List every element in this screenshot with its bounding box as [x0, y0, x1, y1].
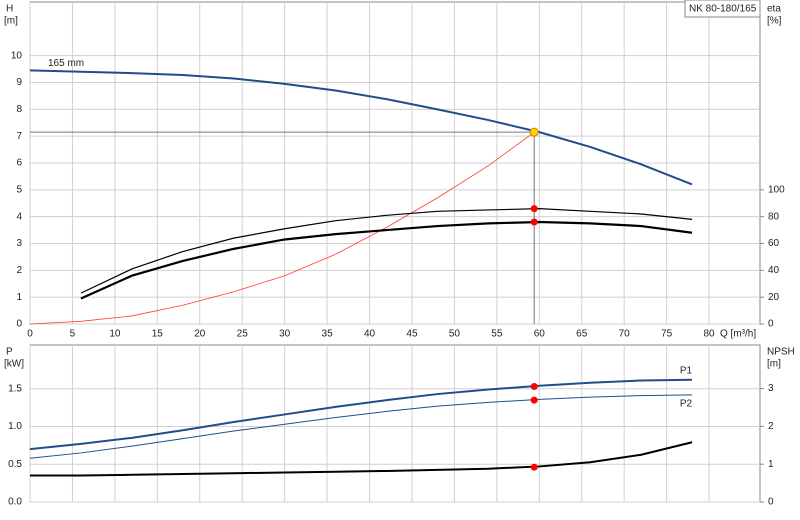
x-axis-label: Q [m³/h]: [720, 329, 756, 340]
y2-tick-label: 20: [768, 292, 780, 303]
y-tick-label: 10: [11, 50, 23, 61]
title-box: [684, 0, 761, 18]
y-tick-label: 8: [16, 104, 22, 115]
curve-label: P2: [680, 398, 693, 409]
operating-point: [530, 396, 538, 404]
curve: [80, 220, 693, 300]
y2-tick-label: 3: [768, 383, 774, 394]
y2-tick-label: 60: [768, 238, 780, 249]
y-tick-label: 7: [16, 131, 22, 142]
x-tick-label: 75: [661, 329, 673, 340]
y-axis-label: P: [6, 347, 13, 358]
y-tick-label: 3: [16, 238, 22, 249]
x-tick-label: 30: [279, 329, 291, 340]
operating-point: [529, 127, 539, 137]
annotation: 165 mm: [48, 58, 84, 69]
curve-label: P1: [680, 365, 693, 376]
y-tick-label: 1: [16, 292, 22, 303]
y-tick-label: 2: [16, 265, 22, 276]
y-axis-unit: [m]: [4, 16, 18, 27]
x-tick-label: 55: [491, 329, 503, 340]
x-tick-label: 60: [534, 329, 546, 340]
x-tick-label: 25: [237, 329, 249, 340]
y-tick-label: 4: [16, 211, 22, 222]
x-tick-label: 20: [194, 329, 206, 340]
y-tick-label: 1.0: [8, 421, 22, 432]
operating-point: [530, 205, 538, 213]
x-tick-label: 65: [576, 329, 588, 340]
curve: [29, 131, 535, 325]
x-tick-label: 70: [619, 329, 631, 340]
y2-axis-unit: [%]: [767, 16, 782, 27]
y2-tick-label: 40: [768, 265, 780, 276]
curve: [80, 208, 693, 294]
operating-point: [530, 218, 538, 226]
operating-point: [530, 463, 538, 471]
y-tick-label: 0.0: [8, 497, 22, 508]
x-tick-label: 35: [322, 329, 334, 340]
y2-axis-label: eta: [767, 4, 781, 15]
x-tick-label: 80: [704, 329, 716, 340]
y-tick-label: 6: [16, 158, 22, 169]
y2-tick-label: 0: [768, 497, 774, 508]
x-tick-label: 50: [449, 329, 461, 340]
curve: [29, 394, 693, 459]
y2-axis-unit: [m]: [767, 359, 781, 370]
y2-tick-label: 1: [768, 459, 774, 470]
x-tick-label: 40: [364, 329, 376, 340]
curve: [29, 69, 693, 186]
y-tick-label: 5: [16, 184, 22, 195]
y2-tick-label: 2: [768, 421, 774, 432]
y2-axis-label: NPSH: [767, 347, 795, 358]
y2-tick-label: 100: [768, 184, 785, 195]
curve: [29, 378, 693, 451]
y-axis-unit: [kW]: [4, 359, 24, 370]
chart-title: NK 80-180/165: [689, 4, 757, 15]
x-tick-label: 0: [27, 329, 33, 340]
y-tick-label: 9: [16, 77, 22, 88]
y2-tick-label: 80: [768, 211, 780, 222]
x-tick-label: 45: [406, 329, 418, 340]
y-axis-label: H: [6, 4, 13, 15]
x-tick-label: 15: [152, 329, 164, 340]
y-tick-label: 0: [16, 319, 22, 330]
operating-point: [530, 383, 538, 391]
y-tick-label: 0.5: [8, 459, 22, 470]
plot-area: [29, 344, 761, 503]
curve: [30, 441, 693, 477]
x-tick-label: 10: [109, 329, 121, 340]
x-tick-label: 5: [70, 329, 76, 340]
y-tick-label: 1.5: [8, 383, 22, 394]
y2-tick-label: 0: [768, 319, 774, 330]
